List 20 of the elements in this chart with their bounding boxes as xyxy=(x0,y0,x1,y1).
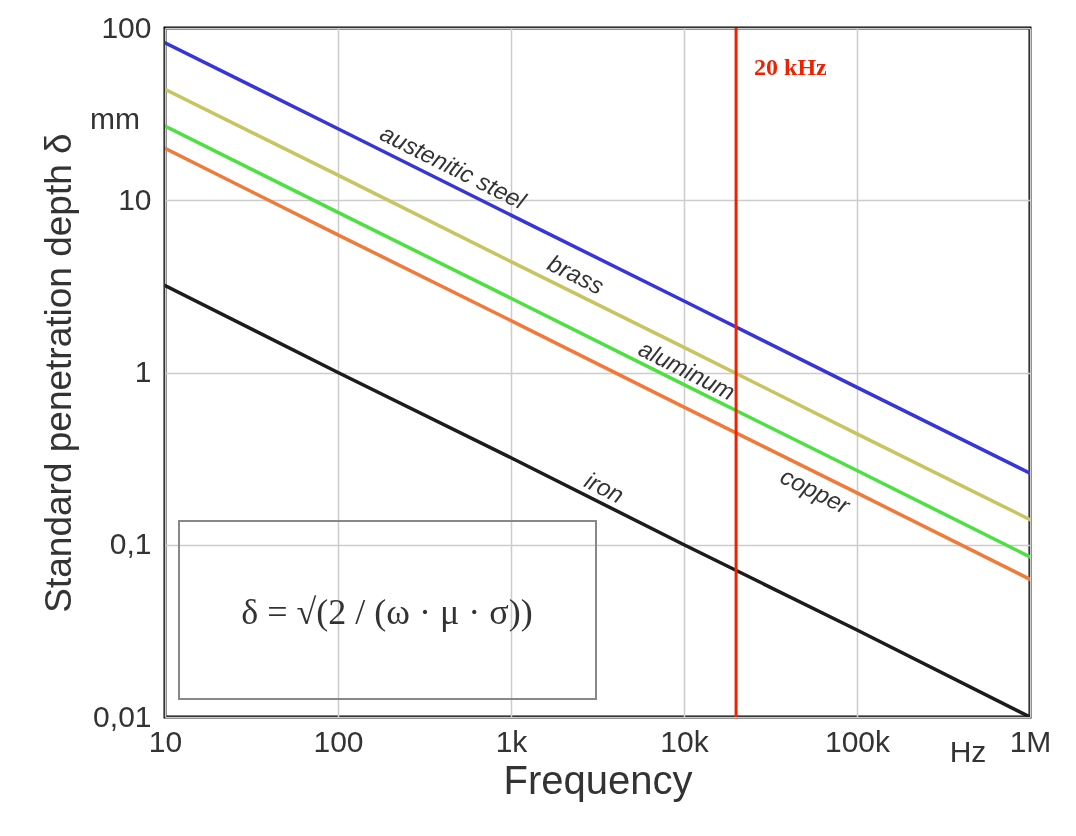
text: iron xyxy=(580,466,629,509)
y-tick-label: 10 xyxy=(118,182,152,216)
text: Hz xyxy=(949,735,987,768)
x-tick-label: 100 xyxy=(313,724,364,758)
x-tick-label: 100k xyxy=(824,724,892,758)
x-tick-label: 1M xyxy=(1009,724,1052,758)
text: brass xyxy=(543,249,609,300)
line-series xyxy=(165,87,1030,522)
y-tick-label: 0,1 xyxy=(109,527,152,561)
y-tick-label: 1 xyxy=(134,355,152,388)
x-axis-title: Frequency xyxy=(503,757,693,802)
y-tick-label: 0,01 xyxy=(93,699,152,733)
text: mm xyxy=(90,102,140,135)
text: copper xyxy=(776,462,855,520)
annotation: δ = √(2 / (ω · μ · σ)) xyxy=(241,592,533,632)
ref-line-label: 20 kHz xyxy=(754,54,828,80)
y-axis-title: Standard penetration depth δ xyxy=(38,133,80,613)
x-tick-label: 1k xyxy=(495,724,529,758)
y-tick-label: 100 xyxy=(101,10,152,44)
x-tick-label: 10k xyxy=(660,724,710,758)
